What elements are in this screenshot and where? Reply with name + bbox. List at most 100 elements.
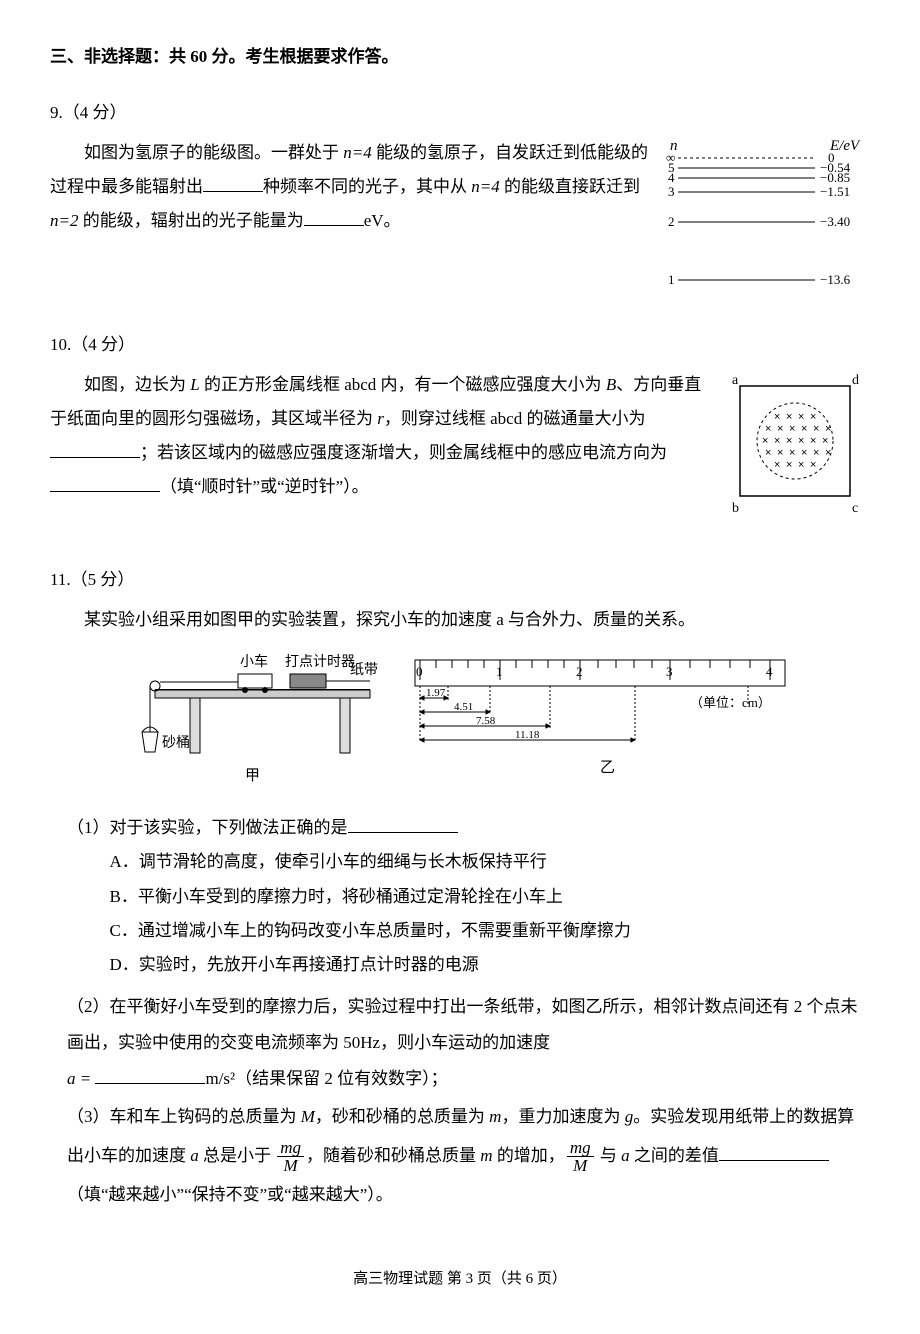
dist-1: 1.97 (426, 687, 446, 699)
q11-p3i: 之间的差值 (630, 1146, 719, 1165)
label-car: 小车 (240, 653, 268, 670)
q11-options: A．调节滑轮的高度，使牵引小车的细绳与长木板保持平行 B．平衡小车受到的摩擦力时… (110, 846, 871, 981)
q11-M: M (301, 1107, 315, 1126)
level-e-4: −0.85 (820, 170, 850, 185)
level-e-2: −3.40 (820, 214, 850, 229)
q9-number: 9.（4 分） (50, 96, 870, 130)
q10-blank-2[interactable] (50, 474, 160, 492)
q9-t5: 的能级，辐射出的光子能量为 (78, 211, 303, 230)
q11-p1-lead: （1）对于该实验，下列做法正确的是 (67, 818, 348, 837)
opt-a[interactable]: A．调节滑轮的高度，使牵引小车的细绳与长木板保持平行 (110, 846, 871, 878)
label-timer: 打点计时器 (285, 653, 355, 670)
q9-blank-1[interactable] (203, 174, 263, 192)
svg-text:×: × (798, 435, 804, 447)
q9-unit: eV。 (364, 211, 401, 230)
q10-t5: ；若该区域内的磁感应强度逐渐增大，则金属线框中的感应电流方向为 (140, 443, 667, 462)
q9-n4a: n=4 (343, 143, 371, 162)
square-loop-diagram: ×××× ×××××× ×××××× ×××××× ×××× a d b c (720, 368, 870, 528)
q11-g: g (625, 1107, 634, 1126)
svg-text:×: × (798, 411, 804, 423)
q11-p3h: 与 (596, 1146, 622, 1165)
q11-p3j: （填“越来越小”“保持不变”或“越来越大”）。 (67, 1185, 393, 1204)
frac-num-2: mg (567, 1139, 594, 1157)
q9-t3: 种频率不同的光子，其中从 (263, 177, 471, 196)
q11-p1-blank[interactable] (348, 815, 458, 833)
svg-text:×: × (765, 423, 771, 435)
q11-p3a: （3）车和车上钩码的总质量为 (67, 1107, 301, 1126)
page-footer: 高三物理试题 第 3 页（共 6 页） (50, 1264, 870, 1294)
svg-text:×: × (774, 435, 780, 447)
tick-4: 4 (766, 664, 773, 679)
svg-text:×: × (777, 423, 783, 435)
dist-3: 7.58 (476, 715, 496, 727)
opt-d[interactable]: D．实验时，先放开小车再接通打点计时器的电源 (110, 949, 871, 981)
q10-number: 10.（4 分） (50, 328, 870, 362)
q11-figures: 小车 打点计时器 纸带 砂桶 甲 (50, 652, 870, 787)
level-n-2: 2 (668, 214, 675, 229)
label-jia: 甲 (245, 768, 260, 784)
svg-text:×: × (801, 423, 807, 435)
q11-p3e: 总是小于 (199, 1146, 276, 1165)
svg-text:×: × (813, 447, 819, 459)
section-heading: 三、非选择题：共 60 分。考生根据要求作答。 (50, 40, 870, 74)
q9-body: n E/eV ∞ 0 5 −0.54 4 −0.85 3 −1.51 2 −3.… (50, 136, 870, 306)
svg-text:×: × (825, 447, 831, 459)
q11-p3f: ，随着砂和砂桶总质量 (306, 1146, 480, 1165)
level-n-1: 1 (668, 272, 675, 287)
q11-intro: 某实验小组采用如图甲的实验装置，探究小车的加速度 a 与合外力、质量的关系。 (50, 603, 870, 637)
q11-p1: （1）对于该实验，下列做法正确的是 (67, 812, 870, 844)
q9-n4b: n=4 (471, 177, 499, 196)
frac-mg-M-1: mgM (277, 1139, 304, 1174)
svg-text:×: × (825, 423, 831, 435)
q11-p3: （3）车和车上钩码的总质量为 M，砂和砂桶的总质量为 m，重力加速度为 g。实验… (67, 1097, 870, 1214)
tick-2: 2 (576, 664, 583, 679)
svg-text:×: × (789, 447, 795, 459)
q10-t2: 的正方形金属线框 abcd 内，有一个磁感应强度大小为 (200, 375, 606, 394)
frac-den-2: M (567, 1157, 594, 1174)
q9-t1: 如图为氢原子的能级图。一群处于 (84, 143, 343, 162)
svg-text:×: × (813, 423, 819, 435)
label-tape: 纸带 (350, 662, 378, 678)
q11-number: 11.（5 分） (50, 563, 870, 597)
q11-p2-unit: m/s²（结果保留 2 位有效数字）； (205, 1069, 447, 1088)
q10-t6: （填“顺时针”或“逆时针”）。 (160, 477, 369, 496)
frac-den-1: M (277, 1157, 304, 1174)
tick-0: 0 (416, 664, 423, 679)
q9-blank-2[interactable] (304, 208, 364, 226)
label-yi: 乙 (600, 760, 615, 776)
tape-ruler-diagram: 0 1 2 3 4 (410, 652, 800, 787)
frac-mg-M-2: mgM (567, 1139, 594, 1174)
opt-b[interactable]: B．平衡小车受到的摩擦力时，将砂桶通过定滑轮拴在小车上 (110, 881, 871, 913)
q11-p2-blank[interactable] (95, 1066, 205, 1084)
q10-L: L (190, 375, 199, 394)
q10-t4: ，则穿过线框 abcd 的磁通量大小为 (384, 409, 646, 428)
q10-t1: 如图，边长为 (84, 375, 190, 394)
q11-p3g: 的增加， (493, 1146, 565, 1165)
label-bucket: 砂桶 (162, 735, 190, 751)
svg-text:×: × (801, 447, 807, 459)
opt-c[interactable]: C．通过增减小车上的钩码改变小车总质量时，不需要重新平衡摩擦力 (110, 915, 871, 947)
q10-r: r (377, 409, 384, 428)
dist-2: 4.51 (454, 701, 473, 713)
q10-B: B (606, 375, 616, 394)
ruler-unit: （单位：cm） (690, 695, 771, 710)
q11-p3b: ，砂和砂桶的总质量为 (315, 1107, 489, 1126)
q10-body: ×××× ×××××× ×××××× ×××××× ×××× a d b c 如… (50, 368, 870, 528)
level-e-3: −1.51 (820, 184, 850, 199)
svg-text:×: × (786, 435, 792, 447)
svg-text:×: × (765, 447, 771, 459)
q9-t4: 的能级直接跃迁到 (500, 177, 640, 196)
q11-m: m (489, 1107, 501, 1126)
svg-text:×: × (810, 459, 816, 471)
svg-text:×: × (786, 459, 792, 471)
dist-4: 11.18 (515, 729, 540, 741)
q10-blank-1[interactable] (50, 440, 140, 458)
svg-text:×: × (762, 435, 768, 447)
svg-text:×: × (774, 459, 780, 471)
q11-p3-blank[interactable] (719, 1143, 829, 1161)
svg-text:×: × (777, 447, 783, 459)
q11-p2: （2）在平衡好小车受到的摩擦力后，实验过程中打出一条纸带，如图乙所示，相邻计数点… (67, 989, 870, 1096)
svg-text:×: × (810, 435, 816, 447)
svg-text:×: × (786, 411, 792, 423)
q11-a2: a (621, 1146, 630, 1165)
